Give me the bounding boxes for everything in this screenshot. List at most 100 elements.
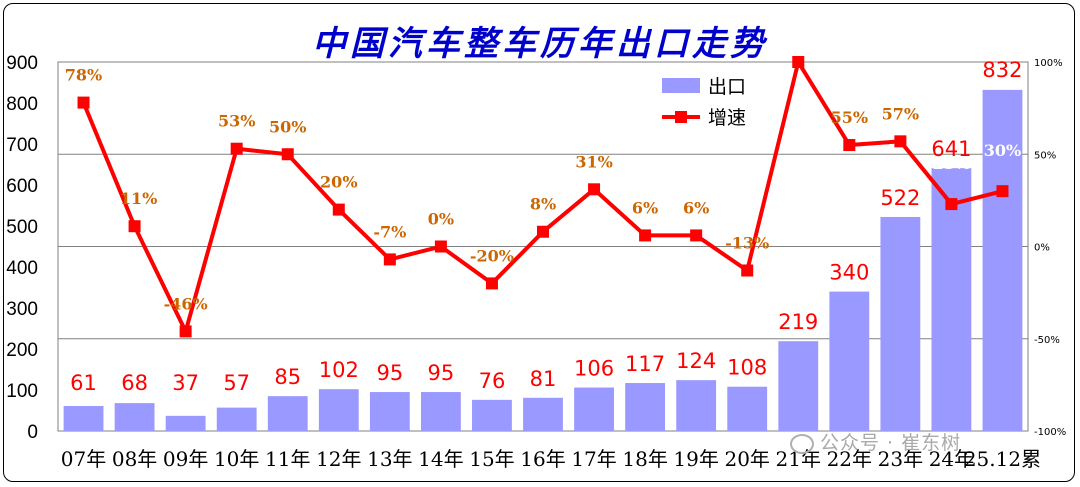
x-tick-label: 25.12累: [964, 447, 1041, 471]
y-right-tick-label: -100%: [1034, 427, 1066, 438]
growth-marker: [230, 142, 243, 155]
y-right-tick-label: 0%: [1034, 243, 1050, 254]
legend-label-line: 增速: [708, 107, 746, 129]
bar-value-label: 219: [778, 310, 818, 334]
growth-marker: [843, 139, 856, 152]
growth-label: 6%: [632, 198, 658, 217]
bar-value-label: 68: [121, 371, 148, 395]
y-left-tick-label: 100: [6, 381, 38, 402]
bar: [369, 392, 410, 431]
bar-value-label: 102: [319, 358, 359, 382]
bar: [676, 380, 717, 431]
y-right-tick-label: -50%: [1034, 335, 1060, 346]
y-right-tick-label: 50%: [1034, 150, 1056, 161]
bar: [114, 403, 155, 431]
x-tick-label: 15年: [469, 447, 514, 471]
growth-label: 8%: [530, 195, 556, 214]
bar: [574, 387, 614, 431]
x-tick-label: 24年: [929, 447, 974, 471]
growth-marker: [741, 264, 754, 277]
x-tick-label: 19年: [673, 447, 718, 471]
bar: [625, 383, 666, 431]
growth-label: 11%: [120, 189, 157, 208]
growth-marker: [434, 240, 447, 253]
growth-label: 6%: [683, 198, 709, 217]
bar-value-label: 832: [982, 58, 1022, 82]
bar-value-label: 117: [625, 352, 665, 376]
growth-label: 0%: [428, 210, 454, 229]
x-tick-label: 22年: [827, 447, 872, 471]
x-tick-label: 14年: [418, 447, 463, 471]
bar: [216, 407, 257, 431]
bar-value-label: 124: [676, 349, 716, 373]
growth-marker: [485, 277, 498, 290]
growth-label: 31%: [575, 152, 612, 171]
bar: [420, 392, 461, 431]
bar: [931, 168, 972, 431]
legend-swatch-bar: [662, 78, 700, 93]
bar-value-label: 37: [172, 371, 199, 395]
growth-marker: [945, 198, 958, 211]
x-tick-label: 11年: [265, 447, 310, 471]
y-left-tick-label: 400: [6, 258, 38, 279]
watermark: 公众号 · 崔东树: [790, 428, 961, 455]
y-left-tick-label: 0: [27, 422, 38, 443]
bar-value-label: 61: [70, 371, 97, 395]
x-tick-label: 07年: [61, 447, 106, 471]
growth-marker: [77, 96, 90, 109]
growth-label: 23%: [933, 154, 970, 173]
bar: [318, 389, 359, 431]
y-left-tick-label: 800: [6, 94, 38, 115]
growth-marker: [792, 56, 805, 68]
x-tick-label: 18年: [622, 447, 667, 471]
bar: [267, 396, 308, 431]
growth-label: 55%: [831, 108, 868, 127]
growth-label: -20%: [470, 246, 514, 265]
growth-marker: [128, 220, 141, 233]
legend-label-bar: 出口: [708, 76, 746, 98]
growth-marker: [894, 135, 907, 148]
bar-value-label: 106: [574, 357, 614, 381]
bar-value-label: 95: [376, 361, 403, 385]
bar: [472, 399, 512, 431]
watermark-text: 公众号 · 崔东树: [820, 432, 962, 454]
x-tick-label: 13年: [367, 447, 412, 471]
x-tick-label: 12年: [316, 447, 361, 471]
chart-title: 中国汽车整车历年出口走势: [312, 24, 768, 64]
bar-value-label: 85: [274, 365, 301, 389]
bar: [523, 397, 563, 431]
bar: [778, 341, 819, 431]
bar-value-label: 641: [931, 137, 971, 161]
growth-label: 53%: [218, 112, 255, 131]
x-tick-label: 10年: [214, 447, 259, 471]
growth-marker: [179, 325, 192, 338]
x-tick-label: 16年: [520, 447, 565, 471]
y-left-tick-label: 300: [6, 299, 38, 320]
growth-marker: [383, 253, 396, 266]
growth-label: -13%: [725, 233, 769, 252]
bar: [829, 291, 870, 431]
x-tick-label: 23年: [878, 447, 923, 471]
y-left-tick-label: 200: [6, 340, 38, 361]
growth-marker: [690, 229, 703, 242]
y-left-tick-label: 700: [6, 135, 38, 156]
bar-value-label: 522: [880, 186, 920, 210]
growth-label: 50%: [269, 117, 306, 136]
bar: [880, 216, 921, 431]
y-left-tick-label: 600: [6, 176, 38, 197]
x-tick-label: 20年: [724, 447, 769, 471]
growth-label: 20%: [320, 173, 357, 192]
growth-marker: [639, 229, 652, 242]
bar-value-label: 57: [223, 371, 250, 395]
x-tick-label: 17年: [571, 447, 616, 471]
bar-value-label: 340: [829, 261, 869, 285]
growth-marker: [537, 225, 549, 238]
wechat-icon: [790, 433, 814, 454]
x-tick-label: 09年: [163, 447, 208, 471]
growth-marker: [996, 185, 1009, 198]
bar-value-label: 95: [428, 361, 455, 385]
growth-marker: [588, 183, 601, 196]
bar-value-label: 81: [530, 367, 557, 391]
